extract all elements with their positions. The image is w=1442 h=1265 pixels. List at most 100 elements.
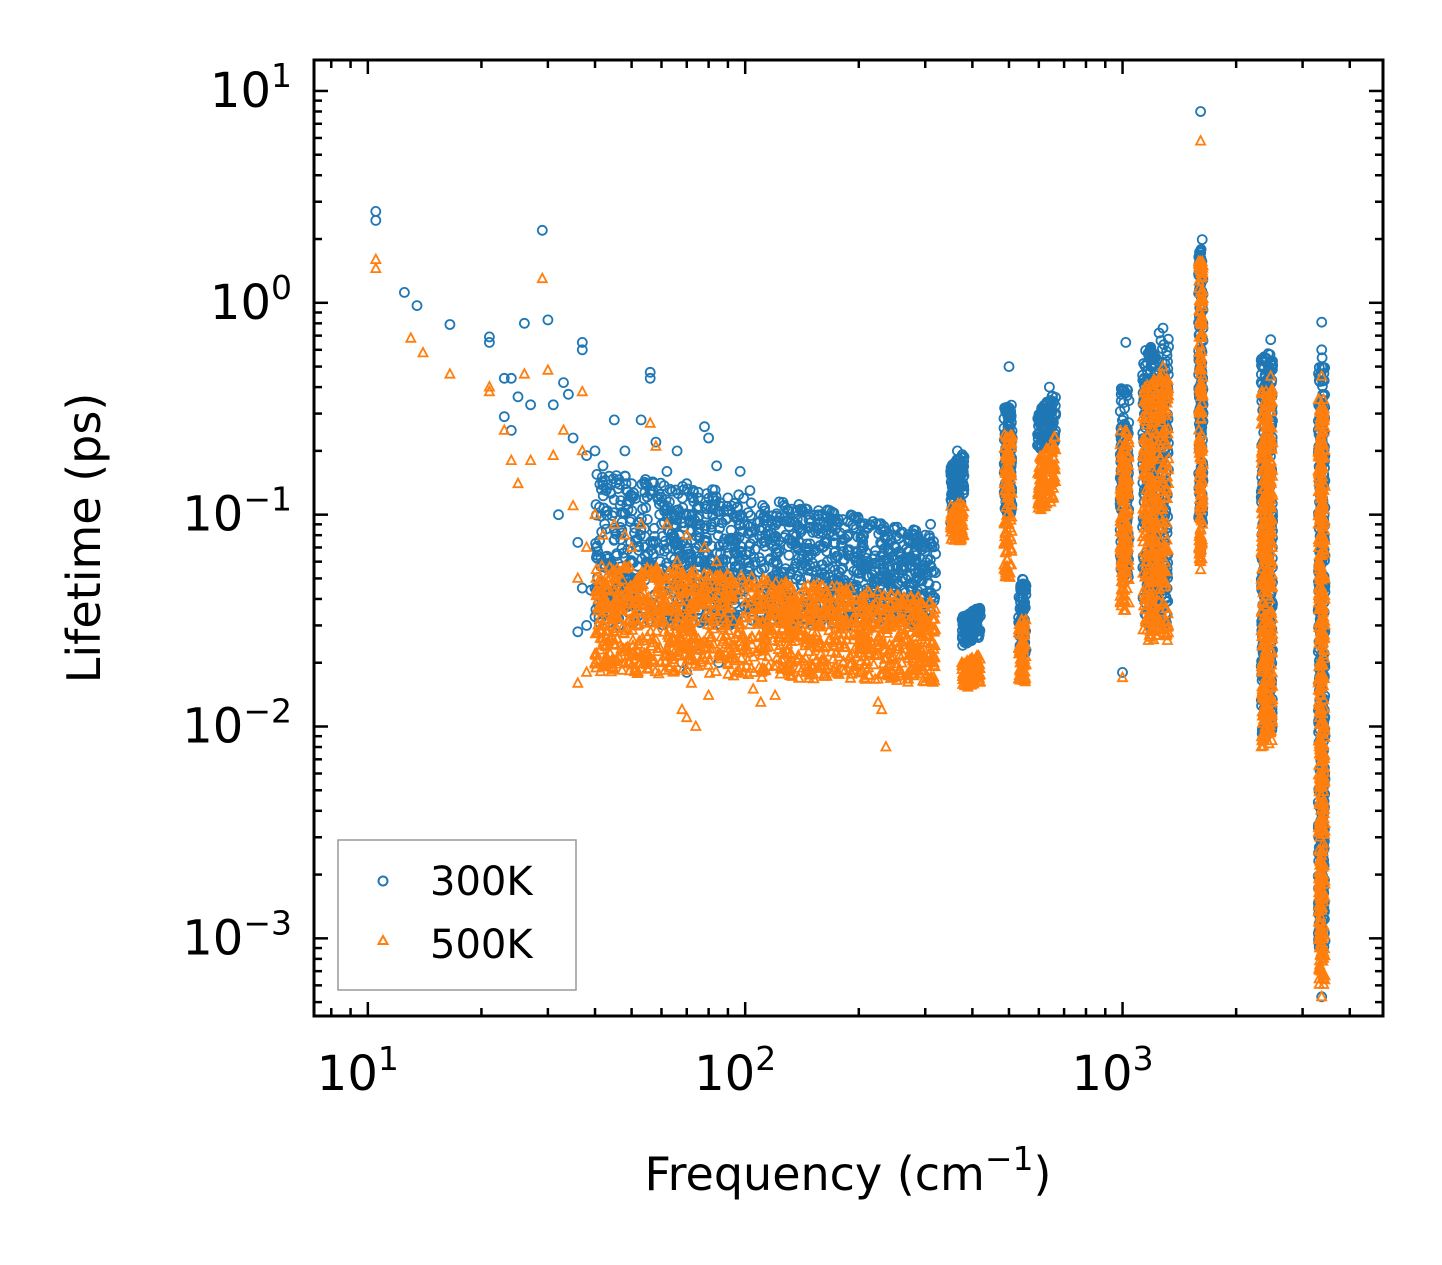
data-point-300K [724, 534, 736, 546]
data-point-300K [686, 491, 697, 503]
data-point-300K [664, 483, 676, 495]
data-point-300K [609, 525, 621, 536]
data-point-300K [731, 548, 742, 560]
data-point-300K [1050, 409, 1061, 421]
data-point-300K [1260, 352, 1272, 364]
data-point-300K [640, 474, 651, 485]
data-point-300K [715, 548, 726, 559]
data-point-300K [821, 505, 833, 517]
data-point-300K [661, 543, 673, 554]
data-point-300K [700, 532, 712, 543]
data-point-300K [764, 553, 776, 564]
data-point-300K [707, 491, 718, 503]
data-point-300K [877, 523, 889, 535]
data-point-300K [746, 526, 758, 538]
data-point-300K [1042, 407, 1054, 419]
data-point-300K [590, 499, 602, 511]
data-point-300K [733, 559, 744, 571]
data-point-300K [596, 526, 608, 538]
data-point-300K [655, 477, 667, 489]
data-point-300K [974, 625, 985, 637]
data-point-300K [797, 523, 808, 535]
data-point-300K [591, 540, 603, 552]
data-point-300K [662, 500, 673, 512]
data-point-300K [913, 574, 925, 586]
data-point-300K [712, 530, 724, 541]
data-point-300K [744, 546, 755, 558]
data-point-300K [1002, 411, 1014, 423]
data-point-300K [908, 524, 919, 536]
data-point-300K [690, 542, 702, 554]
data-point-300K [608, 534, 620, 546]
data-point-300K [924, 530, 935, 542]
data-point-300K [967, 607, 978, 619]
data-point-300K [1162, 333, 1174, 345]
data-point-300K [844, 544, 855, 556]
data-point-300K [673, 543, 684, 555]
data-point-300K [1039, 428, 1051, 440]
data-point-300K [947, 479, 958, 491]
data-point-300K [681, 510, 692, 521]
data-point-300K [883, 578, 894, 590]
data-point-300K [733, 563, 745, 574]
data-point-300K [808, 509, 820, 521]
data-point-300K [784, 515, 796, 527]
data-point-300K [945, 462, 957, 474]
data-point-300K [1019, 597, 1031, 609]
data-point-300K [735, 526, 747, 537]
data-point-300K [819, 537, 830, 548]
data-point-300K [605, 486, 616, 498]
data-point-300K [745, 538, 756, 550]
data-point-300K [1143, 349, 1154, 361]
data-point-300K [759, 540, 771, 552]
scatter-data-layer [369, 106, 1331, 1003]
data-point-300K [736, 512, 748, 524]
data-point-300K [888, 524, 900, 535]
data-point-300K [700, 547, 712, 558]
data-point-300K [713, 506, 725, 517]
data-point-300K [690, 555, 702, 567]
data-point-300K [1196, 234, 1208, 246]
data-point-300K [778, 499, 790, 511]
data-point-300K [682, 483, 693, 495]
data-point-300K [957, 466, 969, 478]
data-point-300K [659, 535, 671, 547]
data-point-300K [885, 534, 897, 546]
data-point-300K [674, 550, 686, 562]
data-point-300K [659, 545, 670, 557]
data-point-300K [626, 490, 638, 502]
data-point-300K [652, 491, 664, 503]
data-point-300K [725, 524, 737, 536]
data-point-300K [635, 524, 647, 536]
data-point-300K [645, 536, 656, 548]
data-point-300K [1037, 410, 1048, 422]
data-point-300K [837, 514, 849, 525]
data-point-300K [925, 560, 937, 572]
data-point-300K [734, 510, 745, 522]
data-point-300K [849, 552, 860, 564]
data-point-300K [619, 470, 631, 482]
data-point-300K [648, 548, 659, 560]
data-point-300K [1119, 402, 1130, 414]
data-point-300K [961, 637, 973, 649]
data-point-300K [1036, 434, 1048, 446]
data-point-300K [946, 487, 958, 499]
data-point-300K [785, 568, 797, 580]
data-point-300K [1122, 384, 1133, 396]
data-point-300K [786, 535, 797, 547]
data-point-300K [861, 560, 872, 571]
data-point-300K [801, 503, 813, 515]
data-point-300K [733, 489, 745, 501]
data-point-300K [878, 550, 890, 562]
data-point-300K [910, 554, 922, 566]
data-point-300K [702, 499, 713, 511]
data-point-300K [801, 538, 813, 550]
data-point-300K [852, 511, 864, 523]
data-point-300K [606, 510, 618, 521]
data-point-300K [596, 471, 608, 483]
data-point-300K [610, 477, 622, 489]
data-point-300K [960, 621, 972, 633]
data-point-300K [1257, 361, 1268, 373]
data-point-300K [595, 510, 607, 522]
